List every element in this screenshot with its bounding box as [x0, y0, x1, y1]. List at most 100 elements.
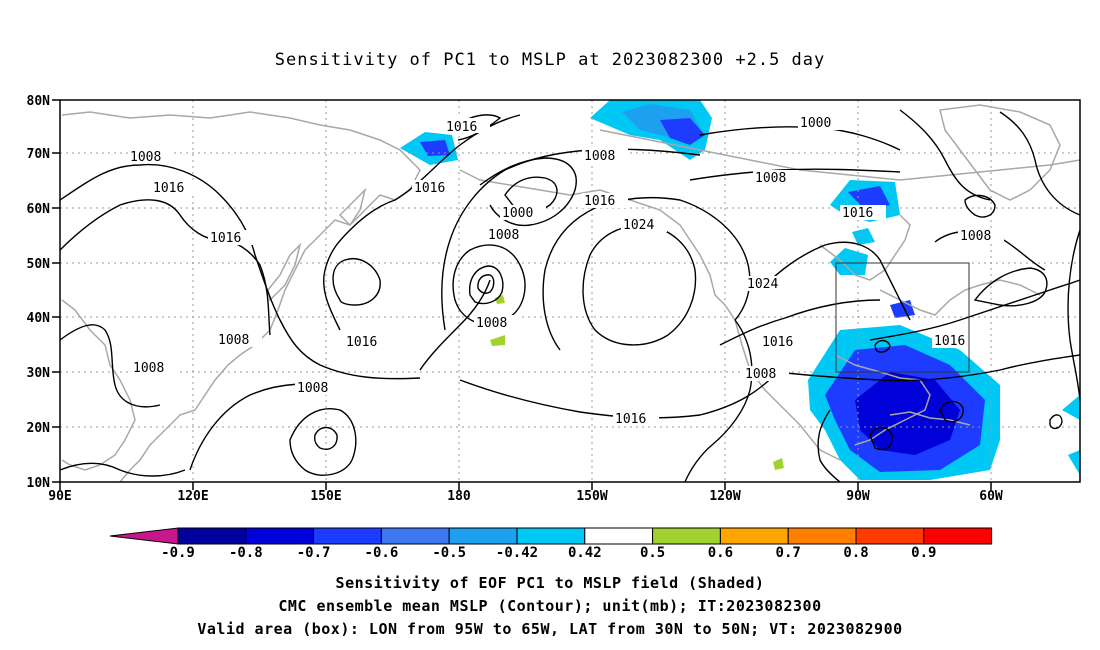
colorbar-bin	[584, 527, 654, 545]
colorbar-bin	[516, 527, 586, 545]
contour-label: 1008	[218, 333, 249, 348]
coastline-greenland	[939, 104, 1061, 201]
coastline-japan	[267, 242, 302, 302]
colorbar-label: 0.8	[843, 545, 868, 561]
footer-line-3: Valid area (box): LON from 95W to 65W, L…	[197, 620, 903, 638]
colorbar-bin	[855, 527, 925, 545]
lat-label: 70N	[27, 147, 51, 162]
contour-line	[289, 408, 357, 476]
contour-label: 1016	[153, 181, 184, 196]
contour-label: 1000	[800, 116, 831, 131]
lon-label: 120W	[709, 489, 740, 504]
colorbar-bin	[448, 527, 518, 545]
colorbar-label: -0.6	[365, 545, 399, 561]
contour-line	[1067, 229, 1081, 401]
contour-label: 1016	[210, 231, 241, 246]
contour-label: 1000	[502, 206, 533, 221]
lat-label: 60N	[27, 202, 51, 217]
colorbar-bin	[380, 527, 450, 545]
lat-label: 80N	[27, 94, 51, 109]
contour-label: 1008	[745, 367, 776, 382]
contour-line	[59, 163, 421, 380]
lat-label: 40N	[27, 311, 51, 326]
contour-label: 1016	[934, 334, 965, 349]
contour-line	[477, 274, 495, 294]
shading-blob	[773, 458, 784, 470]
contour-label: 1008	[488, 228, 519, 243]
contour-line	[689, 168, 901, 181]
contour-label: 1008	[960, 229, 991, 244]
contour-label: 1016	[346, 335, 377, 350]
shading-blob	[852, 228, 875, 245]
contour-line	[973, 267, 1048, 307]
colorbar-bin	[652, 527, 721, 545]
colorbar-bin	[245, 527, 315, 545]
contour-line	[1049, 414, 1063, 430]
contour-label: 1024	[747, 277, 778, 292]
lon-label: 90E	[48, 489, 71, 504]
lon-label: 150W	[576, 489, 607, 504]
colorbar-label: -0.7	[297, 545, 331, 561]
contour-line	[964, 194, 996, 218]
contour-line	[939, 400, 964, 423]
contour-label: 1008	[476, 316, 507, 331]
tick-marks	[52, 99, 992, 490]
contour-label: 1016	[414, 181, 445, 196]
colorbar-bin	[177, 527, 247, 545]
contour-line	[719, 299, 881, 346]
colorbar-label: -0.9	[161, 545, 195, 561]
lon-label: 150E	[310, 489, 341, 504]
plot-title: Sensitivity of PC1 to MSLP at 2023082300…	[274, 50, 826, 70]
colorbar-bin	[923, 527, 993, 545]
colorbar-left-triangle	[109, 527, 179, 545]
contour-label: 1008	[755, 171, 786, 186]
colorbar-label: -0.8	[229, 545, 263, 561]
colorbar: -0.9 -0.8 -0.7 -0.6 -0.5 -0.42 0.42 0.5 0.6 0.7 0.…	[109, 527, 993, 561]
contour-line	[59, 324, 161, 408]
lat-labels: 80N 70N 60N 50N 40N 30N 20N 10N	[27, 94, 51, 491]
shading-blob	[890, 300, 915, 318]
colorbar-label: 0.9	[911, 545, 936, 561]
lat-label: 50N	[27, 257, 51, 272]
contour-line	[468, 265, 504, 305]
footer-line-2: CMC ensemble mean MSLP (Contour); unit(m…	[278, 597, 822, 615]
coastline-canada-north	[599, 129, 1081, 181]
contour-line	[759, 354, 1081, 382]
contour-label: 1024	[623, 218, 654, 233]
contour-line	[869, 279, 1081, 341]
coastline-alaska	[459, 169, 841, 461]
contour-line	[323, 114, 521, 331]
contour-line	[452, 244, 526, 325]
lon-label: 120E	[177, 489, 208, 504]
lon-labels: 90E 120E 150E 180 150W 120W 90W 60W	[48, 489, 1003, 504]
shading-blob	[495, 295, 505, 304]
coastline-us-east	[879, 279, 1041, 316]
contour-line	[759, 241, 911, 321]
contour-label: 1008	[133, 361, 164, 376]
coastlines	[61, 104, 1081, 483]
shading-blob	[1062, 395, 1080, 420]
contour-line	[313, 426, 338, 450]
valid-area-box	[835, 262, 970, 373]
colorbar-label: -0.5	[432, 545, 466, 561]
lat-label: 30N	[27, 366, 51, 381]
shading-blob	[1068, 450, 1080, 475]
contour-line	[459, 369, 781, 419]
gridlines	[60, 100, 1080, 482]
contour-line	[684, 319, 753, 483]
colorbar-bin	[313, 527, 382, 545]
coastline-kamchatka	[338, 187, 367, 227]
map-frame	[59, 99, 1081, 483]
contour-line	[999, 111, 1081, 216]
shading-blob	[660, 118, 705, 145]
lat-label: 10N	[27, 476, 51, 491]
contour-line	[869, 426, 893, 451]
contour-line	[59, 462, 186, 477]
colorbar-label: 0.5	[640, 545, 665, 561]
contour-label: 1016	[446, 120, 477, 135]
footer-line-1: Sensitivity of EOF PC1 to MSLP field (Sh…	[335, 574, 765, 592]
colorbar-label: 0.7	[776, 545, 801, 561]
contour-line	[332, 258, 381, 306]
contour-label: 1008	[130, 150, 161, 165]
